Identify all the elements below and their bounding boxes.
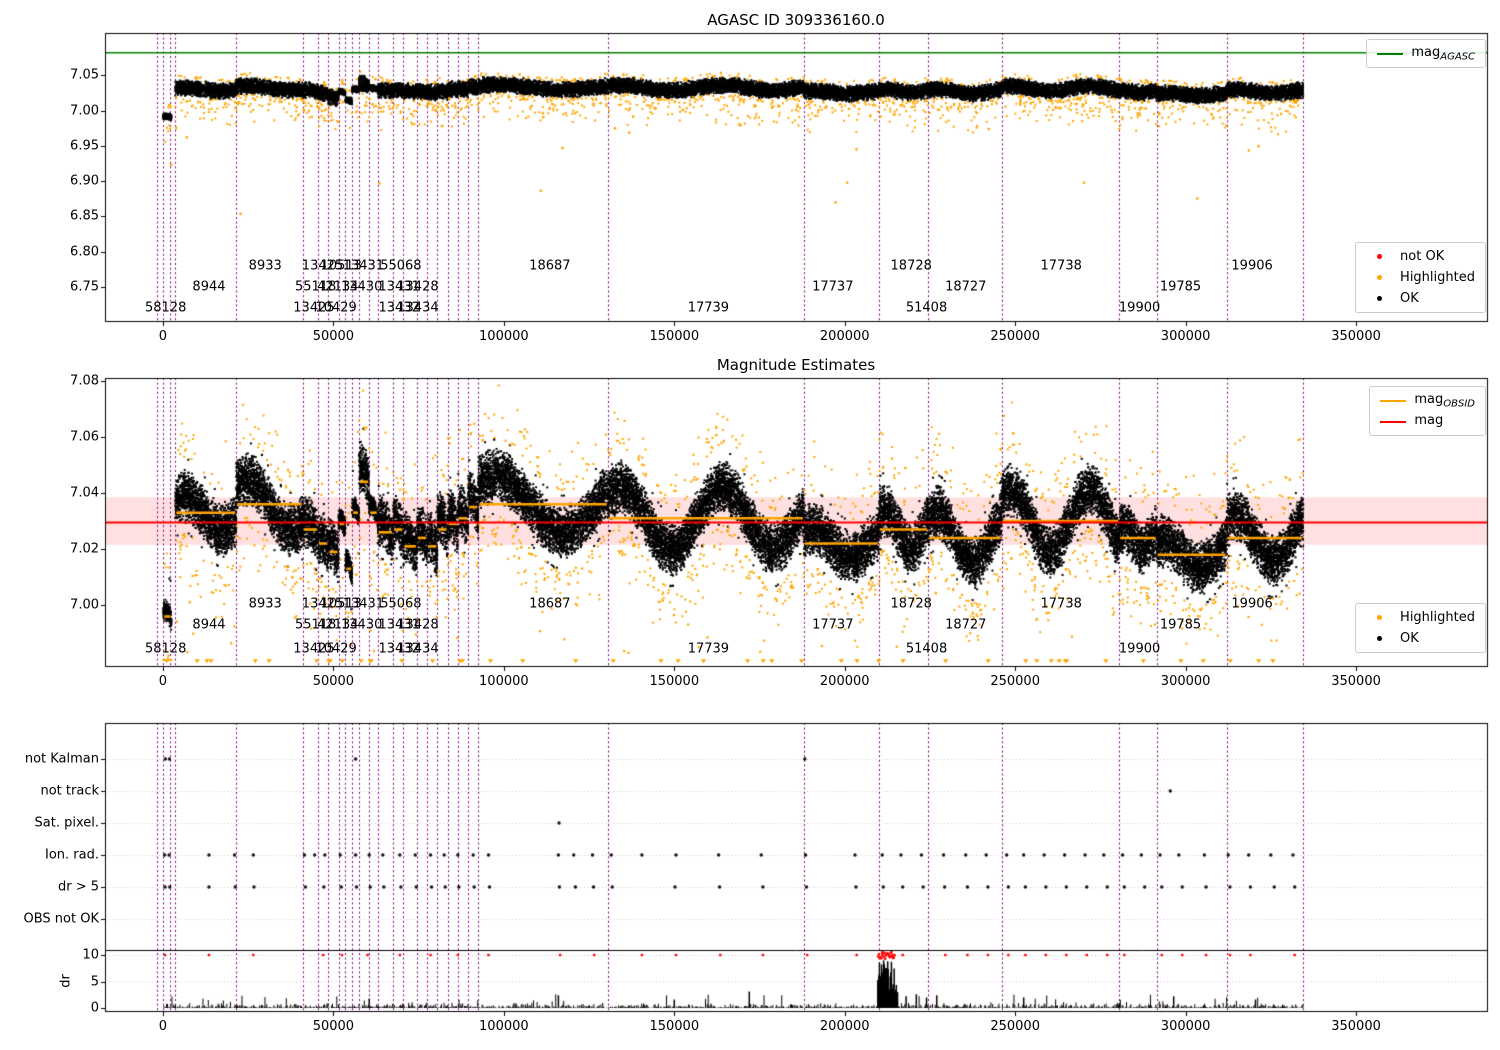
legend-row-mag-agasc: magAGASC: [1377, 44, 1475, 63]
legend-row-mag: mag: [1380, 412, 1475, 429]
highlighted-label: Highlighted: [1400, 270, 1475, 285]
dr-axis-label: dr: [58, 974, 74, 988]
plot1-points-legend: not OK Highlighted OK: [1355, 242, 1486, 313]
ok-label: OK: [1400, 631, 1419, 646]
plot2-line-legend: magOBSID mag: [1369, 386, 1486, 436]
plot1-line-legend: magAGASC: [1366, 39, 1486, 68]
ok-dot-swatch: [1366, 636, 1392, 641]
mag-line-swatch: [1380, 420, 1407, 423]
legend-row-not-ok: not OK: [1366, 249, 1475, 264]
ok-dot-swatch: [1366, 296, 1392, 301]
mag-obsid-label: magOBSID: [1414, 391, 1475, 410]
dot: [1376, 275, 1382, 280]
legend-row-highlighted2: Highlighted: [1366, 610, 1475, 625]
plot2-title: Magnitude Estimates: [716, 356, 876, 374]
mag-agasc-label: magAGASC: [1411, 44, 1475, 63]
highlighted-dot-swatch: [1366, 275, 1392, 280]
legend-row-highlighted: Highlighted: [1366, 270, 1475, 285]
not-ok-label: not OK: [1400, 249, 1445, 264]
mag-agasc-line-swatch: [1377, 52, 1404, 55]
highlighted-label: Highlighted: [1400, 610, 1475, 625]
ok-label: OK: [1400, 291, 1419, 306]
legend-row-mag-obsid: magOBSID: [1380, 391, 1475, 410]
not-ok-dot-swatch: [1366, 254, 1392, 259]
legend-row-ok: OK: [1366, 291, 1475, 306]
legend-row-ok2: OK: [1366, 631, 1475, 646]
dot: [1376, 296, 1382, 301]
plot1-title: AGASC ID 309336160.0: [707, 11, 885, 29]
dot: [1376, 254, 1382, 259]
mag-obsid-line-swatch: [1380, 399, 1407, 402]
dot: [1376, 615, 1382, 620]
plot2-points-legend: Highlighted OK: [1355, 603, 1486, 653]
highlighted-dot-swatch: [1366, 615, 1392, 620]
mag-label: mag: [1414, 412, 1444, 428]
dot: [1376, 636, 1382, 641]
